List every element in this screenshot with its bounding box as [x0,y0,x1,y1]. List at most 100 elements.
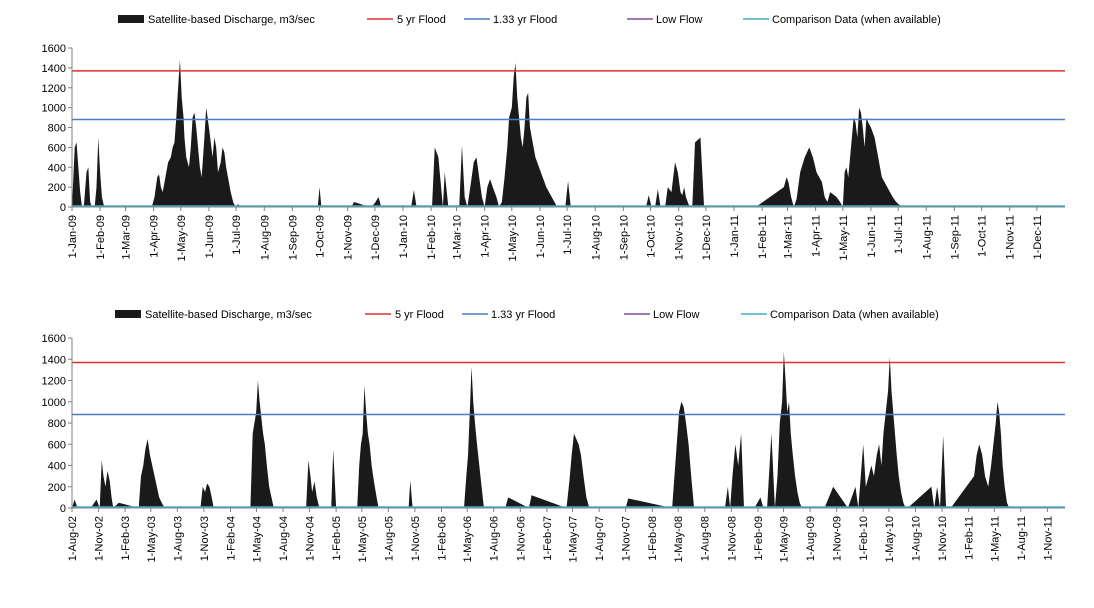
x-tick-label: 1-Feb-07 [542,516,554,561]
x-tick-label: 1-Sep-09 [287,215,299,260]
y-tick-label: 1000 [42,397,66,409]
chart-2: Satellite-based Discharge, m3/sec 5 yr F… [42,309,1065,562]
x-tick-label: 1-Jul-09 [231,215,243,255]
x-tick-label: 1-Nov-05 [410,516,422,561]
x-tick-label: 1-May-04 [251,516,263,562]
x-tick-label: 1-Jul-10 [562,215,574,255]
x-tick-label: 1-Jun-09 [204,215,216,258]
x-tick-label: 1-Jul-11 [893,215,905,254]
x-tick-label: 1-Feb-10 [426,215,438,260]
x-tick-label: 1-May-07 [568,516,580,562]
x-tick-label: 1-Dec-11 [1032,215,1044,259]
x-tick-label: 1-Aug-11 [921,215,933,259]
y-tick-label: 800 [48,418,66,430]
y-tick-label: 1000 [42,103,66,115]
y-tick-label: 1600 [42,333,66,345]
x-tick-label: 1-Aug-10 [910,516,922,561]
x-tick-label: 1-Feb-11 [757,215,769,259]
legend-label-lowflow: Low Flow [656,14,703,26]
x-tick-label: 1-Aug-09 [805,516,817,561]
x-tick-label: 1-May-11 [838,215,850,261]
y-tick-label: 400 [48,162,66,174]
y-tick-label: 400 [48,461,66,473]
y-tick-label: 600 [48,142,66,154]
x-tick-label: 1-Jun-10 [535,215,547,258]
x-tick-label: 1-Feb-08 [647,516,659,561]
x-tick-label: 1-Nov-11 [1042,516,1054,560]
x-tick-label: 1-Aug-08 [700,516,712,561]
legend-label-flood133: 1.33 yr Flood [491,309,555,321]
discharge-area [72,59,910,207]
x-tick-label: 1-Jan-10 [398,215,410,258]
discharge-area [72,351,1012,508]
legend-label-flood133: 1.33 yr Flood [493,14,557,26]
x-tick-label: 1-May-09 [176,215,188,261]
x-tick-label: 1-Nov-02 [94,516,106,561]
legend-label-discharge: Satellite-based Discharge, m3/sec [148,14,315,26]
legend-swatch-discharge [118,15,144,23]
x-tick-label: 1-Nov-10 [937,516,949,561]
x-tick-label: 1-Apr-11 [811,215,823,257]
legend-label-comparison: Comparison Data (when available) [772,14,941,26]
y-tick-label: 1600 [42,43,66,55]
x-tick-label: 1-May-10 [884,516,896,562]
legend-label-flood5: 5 yr Flood [395,309,444,321]
x-tick-label: 1-Nov-10 [674,215,686,260]
y-tick-label: 200 [48,482,66,494]
x-tick-label: 1-May-06 [462,516,474,562]
y-tick-label: 0 [60,202,66,214]
x-tick-label: 1-Nov-07 [621,516,633,561]
y-tick-label: 1400 [42,63,66,75]
x-tick-label: 1-Nov-06 [515,516,527,561]
x-tick-label: 1-Aug-10 [590,215,602,260]
x-tick-label: 1-Aug-11 [1016,516,1028,560]
y-tick-label: 1400 [42,354,66,366]
x-tick-label: 1-May-09 [779,516,791,562]
x-tick-label: 1-Feb-10 [858,516,870,561]
y-tick-label: 1200 [42,83,66,95]
x-tick-label: 1-Mar-10 [452,215,464,260]
x-tick-label: 1-Feb-04 [225,516,237,561]
x-tick-label: 1-Jan-11 [729,215,741,258]
x-tick-label: 1-May-10 [507,215,519,261]
legend-swatch-discharge [115,310,141,318]
legend-2: Satellite-based Discharge, m3/sec 5 yr F… [115,309,939,321]
x-tick-label: 1-Aug-06 [489,516,501,561]
x-tick-label: 1-Feb-11 [964,516,976,560]
x-tick-label: 1-May-05 [357,516,369,562]
x-tick-label: 1-Dec-10 [701,215,713,260]
x-tick-label: 1-Nov-11 [1005,215,1017,259]
x-tick-label: 1-Jan-09 [67,215,79,258]
x-tick-label: 1-May-08 [673,516,685,562]
x-tick-label: 1-Nov-09 [343,215,355,260]
x-tick-label: 1-Aug-05 [383,516,395,561]
x-tick-label: 1-Aug-09 [259,215,271,260]
x-tick-label: 1-Feb-05 [331,516,343,561]
x-tick-label: 1-Mar-11 [783,215,795,259]
x-tick-label: 1-May-03 [146,516,158,562]
x-tick-label: 1-Nov-08 [726,516,738,561]
x-tick-label: 1-Feb-09 [95,215,107,260]
x-tick-label: 1-Nov-04 [305,516,317,561]
plot-area-1: 0 200 400 600 800 1000 1200 1400 1600 1-Jan-09 1-F… [42,43,1065,261]
x-tick-label: 1-Mar-09 [121,215,133,260]
x-tick-label: 1-Oct-10 [646,215,658,258]
plot-area-2: 0 200 400 600 800 1000 1200 1400 1600 1-Aug-02 1-N… [42,333,1065,562]
x-tick-label: 1-Feb-06 [436,516,448,561]
x-tick-label: 1-Sep-11 [949,215,961,259]
x-tick-label: 1-Apr-10 [480,215,492,258]
legend-label-flood5: 5 yr Flood [397,14,446,26]
y-tick-label: 0 [60,503,66,515]
x-tick-label: 1-Nov-09 [832,516,844,561]
y-tick-label: 1200 [42,376,66,388]
legend-label-lowflow: Low Flow [653,309,700,321]
x-tick-label: 1-Nov-03 [199,516,211,561]
x-tick-label: 1-Feb-09 [753,516,765,561]
x-tick-label: 1-May-11 [989,516,1001,562]
x-tick-label: 1-Dec-09 [370,215,382,260]
x-tick-label: 1-Jun-11 [866,215,878,258]
y-tick-label: 200 [48,182,66,194]
x-tick-label: 1-Oct-11 [977,215,989,257]
legend-label-comparison: Comparison Data (when available) [770,309,939,321]
